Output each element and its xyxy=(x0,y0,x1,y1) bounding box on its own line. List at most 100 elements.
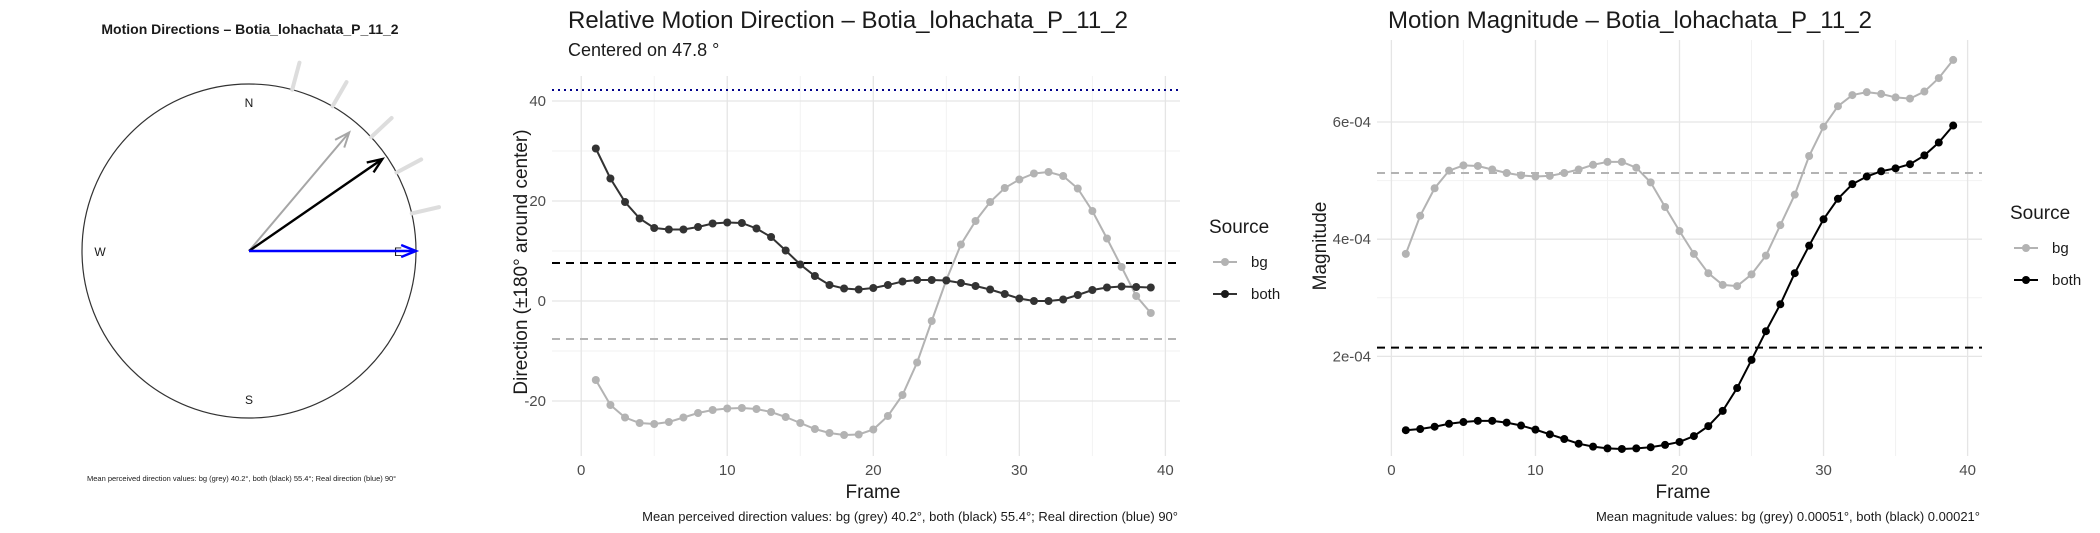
direction-panel: Relative Motion Direction – Botia_lohach… xyxy=(511,7,1280,524)
data-point xyxy=(1445,166,1454,175)
data-point xyxy=(1502,169,1511,178)
data-point xyxy=(723,218,732,227)
data-point xyxy=(752,405,761,413)
data-point xyxy=(1088,286,1097,294)
data-point xyxy=(1531,172,1540,181)
data-point xyxy=(621,413,630,422)
y-tick-label: 6e-04 xyxy=(1333,114,1371,131)
data-point xyxy=(664,225,673,234)
data-point xyxy=(1776,300,1785,309)
data-point xyxy=(679,225,688,234)
data-point xyxy=(767,408,776,416)
direction-series xyxy=(591,144,1155,439)
background-ray xyxy=(290,60,302,92)
data-point xyxy=(1117,263,1126,271)
data-point xyxy=(1646,443,1655,452)
compass-label-w: W xyxy=(94,245,106,259)
data-point xyxy=(1905,94,1914,103)
data-point xyxy=(1517,421,1526,430)
data-point xyxy=(1502,418,1511,427)
data-point xyxy=(1689,249,1698,258)
data-point xyxy=(1733,384,1742,393)
data-point xyxy=(854,430,863,439)
data-point xyxy=(1833,194,1842,203)
data-point xyxy=(1949,121,1958,130)
data-point xyxy=(1117,282,1126,291)
data-point xyxy=(942,276,951,285)
y-tick-label: 40 xyxy=(529,93,546,110)
y-tick-label: 0 xyxy=(538,293,546,310)
direction-x-ticks: 0 10 20 30 40 xyxy=(577,462,1174,479)
legend-both-point xyxy=(1221,290,1229,298)
data-point xyxy=(1617,157,1626,166)
data-point xyxy=(1704,269,1713,278)
direction-subtitle: Centered on 47.8 ° xyxy=(568,40,719,60)
data-point xyxy=(1000,290,1009,298)
data-point xyxy=(1848,180,1857,189)
data-point xyxy=(679,413,688,422)
data-point xyxy=(927,276,936,284)
data-point xyxy=(1920,151,1929,160)
data-point xyxy=(1132,283,1141,291)
data-point xyxy=(1862,172,1871,181)
compass-title: Motion Directions – Botia_lohachata_P_11… xyxy=(101,21,398,37)
data-point xyxy=(1430,422,1439,431)
background-rays xyxy=(290,60,442,216)
magnitude-legend-bg: bg xyxy=(2052,240,2069,257)
data-point xyxy=(591,376,600,384)
data-point xyxy=(1805,241,1814,250)
direction-y-ticks: -20 0 20 40 xyxy=(524,93,546,410)
data-point xyxy=(1102,234,1111,243)
data-point xyxy=(752,224,761,233)
legend-both-point xyxy=(2022,276,2030,284)
data-point xyxy=(1073,291,1082,299)
data-point xyxy=(1661,202,1670,211)
data-point xyxy=(1949,55,1958,64)
data-point xyxy=(1044,168,1053,176)
data-point xyxy=(650,224,659,232)
data-point xyxy=(1747,355,1756,364)
data-point xyxy=(883,412,892,420)
compass-label-s: S xyxy=(245,393,253,407)
data-point xyxy=(723,404,732,413)
x-tick-label: 30 xyxy=(1815,462,1832,479)
data-point xyxy=(1934,138,1943,147)
data-point xyxy=(971,282,980,290)
data-point xyxy=(1545,430,1554,439)
magnitude-series xyxy=(1401,55,1958,453)
data-point xyxy=(1891,93,1900,102)
x-tick-label: 20 xyxy=(865,462,882,479)
data-point xyxy=(1761,251,1770,260)
magnitude-legend-title: Source xyxy=(2010,203,2070,224)
data-point xyxy=(1430,184,1439,193)
data-point xyxy=(1416,211,1425,220)
x-tick-label: 40 xyxy=(1959,462,1976,479)
data-point xyxy=(913,358,922,367)
data-point xyxy=(1044,297,1053,305)
data-point xyxy=(1704,422,1713,431)
data-point xyxy=(781,413,790,421)
data-point xyxy=(708,219,717,228)
data-point xyxy=(1459,161,1468,170)
direction-legend-both: both xyxy=(1251,286,1280,303)
data-point xyxy=(1401,249,1410,258)
magnitude-y-label: Magnitude xyxy=(1310,202,1331,291)
data-point xyxy=(1819,122,1828,131)
data-point xyxy=(1059,172,1068,180)
data-point xyxy=(869,284,878,292)
data-point xyxy=(1000,184,1009,192)
y-tick-label: 2e-04 xyxy=(1333,348,1371,365)
arrow-real xyxy=(249,243,420,259)
data-point xyxy=(1632,444,1641,453)
data-point xyxy=(1416,425,1425,434)
arrow-both xyxy=(248,157,385,252)
data-point xyxy=(1574,439,1583,448)
data-point xyxy=(796,260,805,269)
data-point xyxy=(1132,292,1141,300)
direction-y-label: Direction (±180° around center) xyxy=(511,129,532,394)
magnitude-caption: Mean magnitude values: bg (grey) 0.00051… xyxy=(1596,509,1980,524)
data-point xyxy=(1632,163,1641,172)
x-tick-label: 10 xyxy=(719,462,736,479)
data-point xyxy=(1073,184,1082,193)
data-point xyxy=(1146,309,1155,317)
